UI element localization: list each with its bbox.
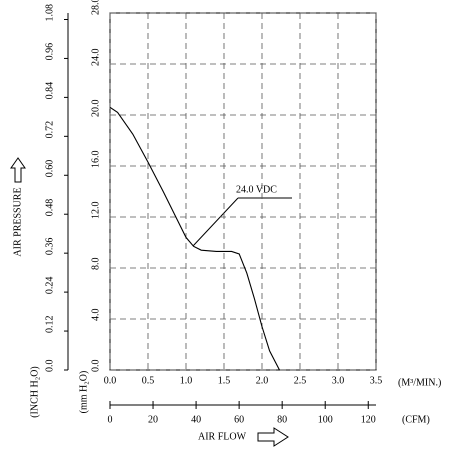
x-tick-label: 2.0	[256, 375, 269, 386]
y-tick-label: 8.0	[90, 258, 101, 271]
y-title: AIR PRESSURE	[12, 187, 23, 256]
y-tick-label: 24.0	[90, 49, 101, 67]
annotation-leader	[192, 197, 239, 247]
y2-tick-label: 0.48	[44, 199, 55, 217]
y-tick-label: 28.0	[90, 0, 101, 15]
x-tick-label: 1.0	[180, 375, 193, 386]
y-tick-label: 12.0	[90, 202, 101, 220]
y2-tick-label: 1.08	[44, 4, 55, 22]
y2-tick-label: 0.0	[44, 360, 55, 373]
x-title: AIR FLOW	[198, 431, 247, 442]
x2-tick-label: 60	[234, 414, 244, 425]
y2-tick-label: 0.60	[44, 160, 55, 178]
x-tick-label: 2.5	[294, 375, 307, 386]
annotation: 24.0 VDC	[236, 184, 277, 195]
x-tick-label: 3.5	[370, 375, 383, 386]
y2-tick-label: 0.24	[44, 277, 55, 295]
x2-tick-label: 0	[108, 414, 113, 425]
x2-tick-label: 20	[148, 414, 158, 425]
y2-tick-label: 0.84	[44, 82, 55, 100]
up-arrow	[10, 157, 26, 183]
y-tick-label: 20.0	[90, 100, 101, 118]
y2-tick-label: 0.72	[44, 121, 55, 139]
x-tick-label: 1.5	[218, 375, 231, 386]
x-tick-label: 0.0	[104, 375, 117, 386]
x2-tick-label: 100	[318, 414, 333, 425]
y-tick-label: 0.0	[90, 360, 101, 373]
curve	[109, 106, 280, 371]
y2-tick-label: 0.96	[44, 43, 55, 61]
y2-label: (INCH H₂O)	[29, 366, 40, 418]
x-label: (M³/MIN.)	[398, 377, 441, 388]
y-tick-label: 4.0	[90, 309, 101, 322]
x2-tick-label: 120	[361, 414, 376, 425]
x-tick-label: 3.0	[332, 375, 345, 386]
y-label: (mm H₂O)	[78, 371, 89, 414]
y2-tick-label: 0.36	[44, 238, 55, 256]
x2-tick-label: 80	[277, 414, 287, 425]
x2-label: (CFM)	[402, 414, 430, 425]
x2-tick-label: 40	[191, 414, 201, 425]
x-tick-label: 0.5	[142, 375, 155, 386]
right-arrow	[257, 427, 289, 447]
y2-tick-label: 0.12	[44, 316, 55, 334]
y-tick-label: 16.0	[90, 151, 101, 169]
